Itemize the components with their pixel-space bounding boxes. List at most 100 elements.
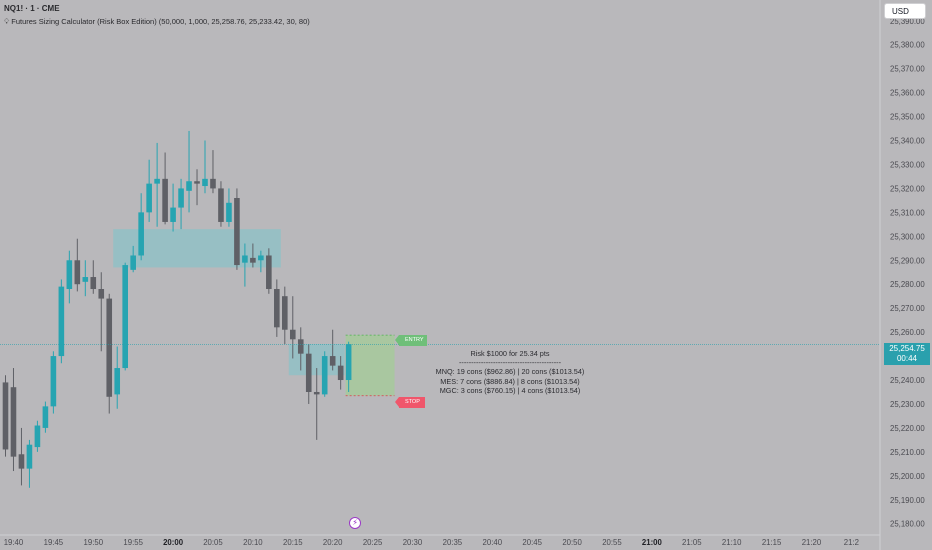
candle-body bbox=[202, 178, 208, 187]
price-tick-label: 25,240.00 bbox=[890, 376, 925, 385]
candle bbox=[250, 243, 256, 268]
time-tick-label: 20:50 bbox=[562, 538, 582, 547]
risk-mgc: MGC: 3 cons ($760.15) | 4 cons ($1013.54… bbox=[439, 385, 581, 395]
price-tick-label: 25,320.00 bbox=[890, 184, 925, 193]
time-tick-label: 20:40 bbox=[483, 538, 503, 547]
price-tick-label: 25,370.00 bbox=[890, 65, 925, 74]
candle-body bbox=[130, 255, 136, 270]
risk-divider: ----------------------------------------… bbox=[458, 358, 562, 368]
entry-label: ENTRY bbox=[395, 335, 427, 346]
time-tick-label: 20:05 bbox=[203, 538, 223, 547]
candle-body bbox=[50, 356, 57, 407]
candle-body bbox=[26, 444, 33, 469]
last-price-tag: 25,254.75 00:44 bbox=[884, 343, 930, 365]
candle-body bbox=[58, 286, 65, 357]
price-tick-label: 25,280.00 bbox=[890, 280, 925, 289]
supply-demand-zones bbox=[113, 229, 345, 376]
candle bbox=[154, 142, 160, 227]
candle-body bbox=[258, 255, 264, 261]
candle bbox=[122, 262, 128, 371]
candle-body bbox=[329, 356, 336, 366]
candle bbox=[138, 193, 144, 261]
price-tick-label: 25,270.00 bbox=[890, 304, 925, 313]
price-tick-label: 25,230.00 bbox=[890, 400, 925, 409]
candle bbox=[178, 178, 184, 230]
indicator-legend[interactable]: 💡︎ Futures Sizing Calculator (Risk Box Ed… bbox=[4, 17, 310, 27]
price-tick-label: 25,220.00 bbox=[890, 424, 925, 433]
price-tick-label: 25,390.00 bbox=[890, 17, 925, 26]
time-tick-label: 19:40 bbox=[4, 538, 24, 547]
time-tick-label: 20:35 bbox=[443, 538, 463, 547]
price-tick-label: 25,330.00 bbox=[890, 160, 925, 169]
candle-body bbox=[218, 188, 224, 222]
symbol-title[interactable]: NQ1! · 1 · CME bbox=[4, 4, 60, 13]
candle-body bbox=[10, 387, 17, 457]
candle bbox=[194, 169, 200, 206]
time-tick-label: 20:10 bbox=[243, 538, 263, 547]
candle bbox=[106, 293, 113, 414]
candle bbox=[274, 279, 280, 337]
candle-body bbox=[106, 298, 113, 397]
candle bbox=[10, 368, 17, 472]
currency-button[interactable]: USD bbox=[884, 3, 926, 19]
price-tick-label: 25,380.00 bbox=[890, 41, 925, 50]
risk-line: Risk $1000 for 25.34 pts bbox=[470, 349, 550, 358]
time-tick-label: 19:55 bbox=[123, 538, 143, 547]
candle-body bbox=[234, 198, 240, 266]
time-tick-label: 21:15 bbox=[762, 538, 782, 547]
candle bbox=[242, 243, 248, 287]
candle-body bbox=[210, 178, 216, 189]
candle bbox=[42, 401, 49, 433]
candle-body bbox=[178, 188, 184, 208]
price-tick-label: 25,290.00 bbox=[890, 256, 925, 265]
time-axis[interactable]: 19:40 19:45 19:50 19:55 20:00 20:05 20:10 20:15… bbox=[4, 538, 859, 547]
candle-body bbox=[313, 391, 320, 395]
candle bbox=[58, 279, 65, 364]
candle-body bbox=[194, 181, 200, 184]
candle bbox=[289, 296, 296, 359]
price-tick-label: 25,360.00 bbox=[890, 89, 925, 98]
candle bbox=[313, 368, 320, 440]
price-tick-label: 25,210.00 bbox=[890, 448, 925, 457]
candle-body bbox=[114, 368, 121, 395]
candle-body bbox=[242, 255, 248, 263]
candle bbox=[321, 351, 328, 397]
candle-body bbox=[90, 277, 97, 290]
candle bbox=[162, 152, 168, 225]
candle-body bbox=[146, 183, 152, 213]
stop-label: STOP bbox=[395, 397, 425, 408]
last-price-value: 25,254.75 bbox=[889, 344, 925, 353]
lightning-icon[interactable]: ⚡︎ bbox=[349, 517, 361, 529]
candle-body bbox=[305, 353, 312, 392]
candle bbox=[130, 245, 136, 273]
time-tick-label: 20:25 bbox=[363, 538, 383, 547]
candle bbox=[2, 375, 9, 457]
candle bbox=[74, 238, 81, 292]
price-tick-label: 25,310.00 bbox=[890, 208, 925, 217]
risk-box bbox=[345, 334, 395, 397]
candle-body bbox=[162, 178, 168, 222]
candle bbox=[329, 329, 336, 371]
time-tick-label: 20:45 bbox=[522, 538, 542, 547]
candle bbox=[218, 181, 224, 227]
indicator-label: Futures Sizing Calculator (Risk Box Edit… bbox=[11, 17, 310, 26]
candle-body bbox=[138, 212, 144, 256]
time-tick-label: 20:15 bbox=[283, 538, 303, 547]
candle bbox=[186, 130, 192, 213]
bar-countdown: 00:44 bbox=[896, 354, 918, 363]
time-tick-label: 20:20 bbox=[323, 538, 343, 547]
candle bbox=[337, 356, 344, 390]
time-tick-label: 21:2 bbox=[844, 538, 859, 547]
time-tick-label: 21:10 bbox=[722, 538, 742, 547]
candle-body bbox=[274, 289, 280, 328]
time-tick-label: 19:45 bbox=[44, 538, 64, 547]
price-tick-label: 25,200.00 bbox=[890, 472, 925, 481]
candle-body bbox=[345, 344, 352, 381]
risk-box-fill bbox=[345, 335, 395, 396]
price-axis[interactable]: 25,390.00 25,380.00 25,370.00 25,360.00 25,3… bbox=[890, 17, 925, 529]
price-tick-label: 25,180.00 bbox=[890, 520, 925, 529]
candle-body bbox=[170, 207, 176, 222]
candle bbox=[345, 341, 352, 392]
